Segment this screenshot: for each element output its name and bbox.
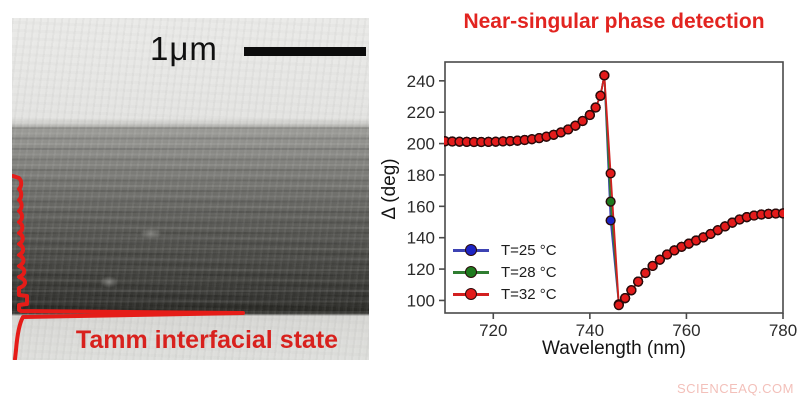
data-point <box>590 102 601 113</box>
sem-particle <box>100 276 118 288</box>
legend-entry: T=28 °C <box>453 261 557 283</box>
legend-line <box>453 243 489 256</box>
data-point <box>577 115 588 127</box>
plot-frame <box>444 61 784 314</box>
data-point <box>626 285 637 296</box>
y-tick-label: 180 <box>407 166 435 185</box>
data-point <box>633 276 644 287</box>
data-point <box>605 215 616 226</box>
legend-label: T=32 °C <box>501 285 557 303</box>
legend-line <box>453 265 489 278</box>
data-point <box>647 260 658 272</box>
watermark: SCIENCEAQ.COM <box>676 381 794 396</box>
data-point <box>654 254 665 265</box>
legend-label: T=25 °C <box>501 241 557 259</box>
legend-marker-icon <box>465 287 477 300</box>
legend-marker-icon <box>465 243 477 256</box>
x-tick-label: 780 <box>769 321 797 340</box>
sem-particle <box>140 228 162 239</box>
sem-noise-texture <box>12 18 369 360</box>
data-point <box>605 168 616 179</box>
y-tick-label: 140 <box>407 229 435 248</box>
data-point <box>613 300 624 311</box>
sem-multilayer-stripes <box>12 122 369 313</box>
tamm-annotation: Tamm interfacial state <box>75 326 339 354</box>
legend-marker-icon <box>465 265 477 278</box>
plot-area: 720 740 760 780 100 120 140 160 180 200 220 240 <box>407 61 797 340</box>
legend-entry: T=25 °C <box>453 239 557 261</box>
y-tick-label: 220 <box>407 103 435 122</box>
y-tick-label: 160 <box>407 197 435 216</box>
data-point <box>584 109 595 121</box>
y-tick-label: 200 <box>407 135 435 154</box>
data-point <box>777 208 784 219</box>
scale-bar <box>244 47 366 56</box>
field-profile-overlay <box>12 174 245 360</box>
data-point <box>595 90 606 101</box>
x-axis-label: Wavelength (nm) <box>542 338 686 359</box>
data-point <box>605 196 616 207</box>
legend-entry: T=32 °C <box>453 283 557 305</box>
y-tick-label: 100 <box>407 291 435 310</box>
y-axis-label: Δ (deg) <box>379 158 400 220</box>
legend-label: T=28 °C <box>501 263 557 281</box>
legend: T=25 °C T=28 °C T=32 °C <box>453 239 557 305</box>
x-tick-label: 720 <box>479 321 507 340</box>
x-tick-label: 760 <box>672 321 700 340</box>
data-point <box>570 120 581 131</box>
x-tick-label: 740 <box>576 321 604 340</box>
sem-image: 1μm Tamm interfacial state <box>12 18 369 360</box>
legend-line <box>453 287 489 300</box>
field-profile-curve <box>12 174 245 360</box>
data-point <box>599 70 610 81</box>
phase-chart: Near-singular phase detection 720 740 760 7… <box>395 0 800 360</box>
data-point <box>620 292 631 304</box>
scale-bar-label: 1μm <box>150 30 218 67</box>
data-point <box>640 267 651 279</box>
chart-title: Near-singular phase detection <box>463 10 765 33</box>
y-tick-label: 120 <box>407 260 435 279</box>
y-tick-label: 240 <box>407 72 435 91</box>
